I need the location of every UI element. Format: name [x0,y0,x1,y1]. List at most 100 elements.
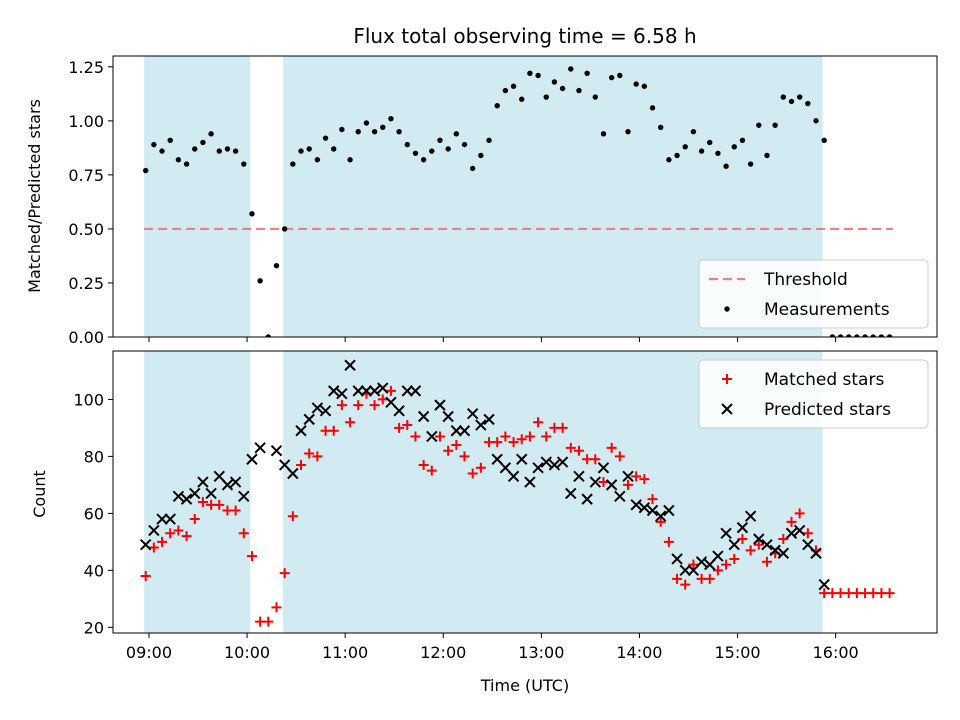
matched-star-point [165,528,176,539]
matched-star-point [263,616,274,627]
predicted-star-point [360,385,373,397]
predicted-star-point [785,527,798,540]
measurement-point [380,124,386,131]
matched-star-point [573,445,584,456]
measurement-point [657,124,664,131]
predicted-star-point [630,499,642,511]
bottom-ytick-label: 60 [84,504,104,523]
predicted-star-point [458,425,471,437]
predicted-star-point [540,456,552,468]
matched-star-point [140,571,151,582]
matched-star-point [598,477,609,488]
measurement-point [232,148,239,154]
matched-star-point [451,440,462,450]
predicted-star-point [254,442,266,454]
measurement-point [429,148,435,154]
matched-star-point [500,431,511,442]
predicted-star-point [368,385,381,397]
bottom-series-1 [139,359,830,591]
predicted-star-point [213,470,225,483]
measurement-point [764,152,770,159]
measurement-point [707,139,713,146]
matched-star-point [148,542,159,553]
matched-star-point [312,451,323,462]
matched-star-point [778,534,789,544]
measurement-point [388,115,394,122]
predicted-star-point [663,504,675,517]
top-axes-frame [112,55,938,338]
legend-label: Matched stars [764,370,884,390]
predicted-star-point [720,527,732,540]
measurement-point [437,137,443,143]
matched-star-point [729,553,740,564]
measurement-point [739,137,746,143]
measurement-point [306,146,312,152]
predicted-star-point [614,490,626,502]
measurement-point [829,334,836,337]
top-legend-box [698,259,929,329]
measurement-point [216,148,222,154]
predicted-star-point [401,385,413,397]
matched-star-point [385,385,396,396]
predicted-star-point [189,487,201,500]
measurement-point [674,152,680,159]
predicted-star-point [777,547,790,559]
matched-star-point [884,588,895,599]
measurement-point [510,83,517,89]
matched-star-point [794,508,805,519]
measurement-point [445,146,451,152]
predicted-star-point [336,388,348,400]
measurement-point [151,141,157,148]
measurement-point [788,98,795,105]
predicted-star-point [172,490,185,502]
top-series-0 [142,66,893,337]
bottom-series-0 [140,385,895,627]
measurement-point [780,94,787,100]
predicted-star-point [197,476,209,488]
bottom-xlabel: Time (UTC) [480,676,569,695]
measurement-point [412,150,419,156]
legend-label: Predicted stars [764,400,891,420]
measurement-point [200,139,206,146]
matched-star-point [353,400,364,411]
measurement-point [584,70,590,76]
matched-star-point [737,534,748,544]
measurement-point [772,122,778,128]
matched-star-point [418,459,429,470]
predicted-star-point [434,399,446,411]
measurement-point [846,334,852,337]
measurement-point [298,148,304,154]
measurement-point [469,165,476,172]
measurement-point [339,126,345,133]
matched-star-point [639,474,650,485]
legend-label: Measurements [764,300,890,320]
bottom-axes-frame [112,350,938,634]
predicted-star-point [704,558,716,571]
top-ytick-label: 0.00 [68,328,104,347]
matched-star-point [157,536,168,547]
measurement-point [747,161,754,167]
measurement-point [519,96,525,102]
matched-star-point [492,437,503,448]
xtick-label: 10:00 [224,643,270,662]
measurement-point [478,152,484,159]
measurement-point [159,148,165,154]
measurement-point [241,161,247,167]
legend-measurement-marker [724,306,730,312]
matched-star-point [426,465,437,476]
top-ytick-label: 0.75 [68,166,104,185]
predicted-star-point [687,564,700,577]
measurement-point [290,161,296,167]
predicted-star-point [278,459,291,471]
top-shaded-interval-0 [144,56,251,337]
matched-star-point [475,462,486,473]
legend-label: Threshold [763,270,848,290]
measurement-point [837,334,844,337]
top-panel: 0.00 0.25 0.50 0.75 1.00 1.25 Threshold Measure… [68,55,938,347]
predicted-star-point [597,462,610,474]
predicted-star-point [499,462,512,474]
measurement-point [878,334,885,337]
matched-star-point [672,573,683,584]
measurement-point [322,135,329,141]
measurement-point [715,150,721,156]
